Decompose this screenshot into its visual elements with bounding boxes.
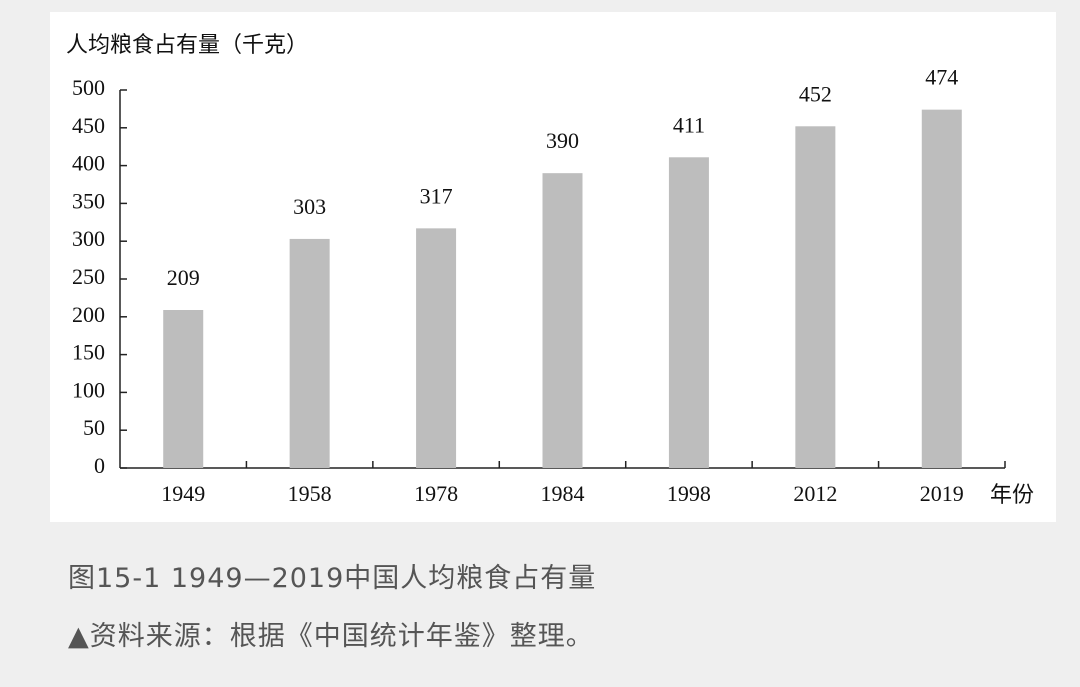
x-tick-label: 1978 xyxy=(414,481,458,506)
data-label: 474 xyxy=(925,65,958,90)
data-label: 317 xyxy=(420,183,453,208)
y-tick-label: 450 xyxy=(72,113,105,138)
y-tick-label: 500 xyxy=(72,75,105,100)
source-note: ▲资料来源：根据《中国统计年鉴》整理。 xyxy=(68,621,594,652)
y-tick-label: 250 xyxy=(72,264,105,289)
x-tick-label: 1949 xyxy=(161,481,205,506)
bar xyxy=(668,157,709,468)
y-tick-label: 100 xyxy=(72,377,105,402)
figure-caption: 图15-1 1949—2019中国人均粮食占有量 xyxy=(68,563,597,594)
data-label: 209 xyxy=(167,265,200,290)
y-tick-label: 200 xyxy=(72,302,105,327)
data-label: 390 xyxy=(546,128,579,153)
data-label: 411 xyxy=(673,112,705,137)
y-tick-label: 50 xyxy=(83,415,105,440)
chart-title: 人均粮食占有量（千克） xyxy=(66,33,308,58)
y-tick-label: 400 xyxy=(72,151,105,176)
bar xyxy=(542,173,583,468)
bar xyxy=(921,109,962,468)
x-tick-label: 2012 xyxy=(793,481,837,506)
x-tick-label: 1984 xyxy=(541,481,585,506)
bar xyxy=(163,309,204,468)
x-axis-label: 年份 xyxy=(990,483,1034,508)
bar xyxy=(795,126,836,469)
data-label: 452 xyxy=(799,81,832,106)
x-tick-label: 2019 xyxy=(920,481,964,506)
y-tick-label: 150 xyxy=(72,340,105,365)
y-tick-label: 0 xyxy=(94,453,105,478)
bar xyxy=(416,228,457,468)
y-tick-label: 300 xyxy=(72,226,105,251)
x-tick-label: 1958 xyxy=(288,481,332,506)
bar xyxy=(289,238,330,468)
x-tick-label: 1998 xyxy=(667,481,711,506)
data-label: 303 xyxy=(293,194,326,219)
y-tick-label: 350 xyxy=(72,188,105,213)
